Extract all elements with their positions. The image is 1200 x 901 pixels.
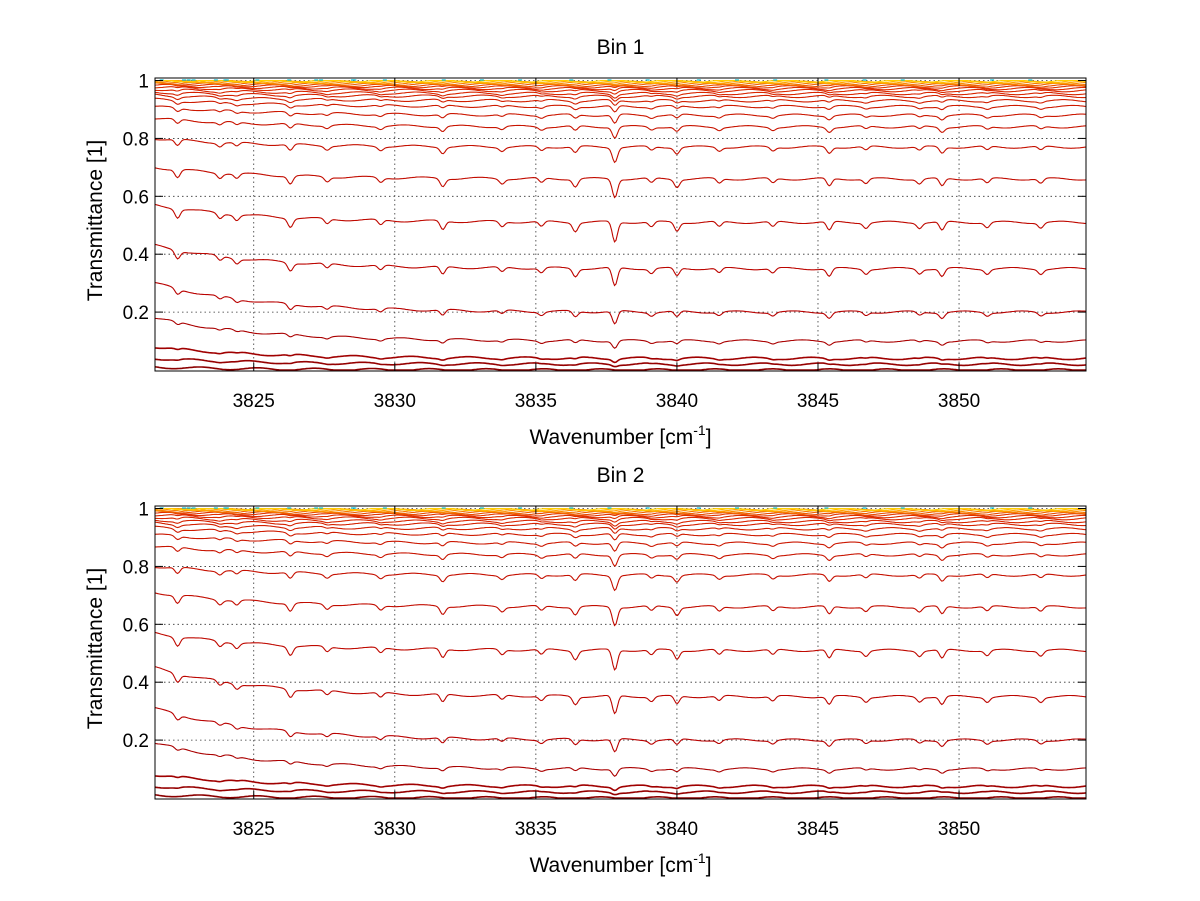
x-tick-label: 3835 (515, 819, 557, 840)
y-tick-label: 0.4 (123, 673, 150, 694)
axes-box (154, 505, 1087, 800)
x-tick-label: 3835 (515, 391, 557, 412)
series-line-10 (154, 533, 1086, 552)
y-axis-label: Transmittance [1] (84, 568, 107, 729)
x-axis-label-end: ] (706, 426, 712, 449)
series-line-2 (154, 775, 1087, 792)
series-line-8 (154, 138, 1087, 164)
x-axis-label: Wavenumber [cm-1] (529, 850, 711, 877)
series-line-3 (154, 317, 1087, 349)
series-line-13 (154, 91, 1087, 102)
y-axis-label: Transmittance [1] (84, 140, 107, 301)
x-axis-label-text: Wavenumber [cm (529, 854, 693, 877)
y-tick-label: 0.8 (123, 557, 149, 578)
series-line-24 (155, 507, 1087, 511)
series-line-24 (155, 79, 1087, 83)
series-line-6 (154, 631, 1086, 671)
x-tick-label: 3850 (938, 391, 980, 412)
series-line-14 (154, 88, 1087, 99)
axes-box (154, 77, 1087, 372)
y-tick-label: 0.8 (123, 129, 149, 150)
chart-panel-bin-1: 3825 3830 3835 3840 3845 3850 0.2 0.4 0.6 0.8 1 Bin… (84, 36, 1087, 449)
series-line-8 (154, 566, 1087, 592)
x-axis-label-end: ] (706, 854, 712, 877)
series-line-14 (154, 516, 1087, 527)
series-line-16 (154, 511, 1086, 520)
x-axis-label-superscript: -1 (693, 422, 706, 438)
x-axis-label: Wavenumber [cm-1] (529, 422, 711, 449)
x-tick-label: 3850 (938, 819, 980, 840)
series-line-7 (154, 592, 1087, 627)
series-line-12 (154, 93, 1087, 106)
series-line-0 (154, 366, 1086, 371)
y-tick-label: 0.6 (123, 187, 149, 208)
x-tick-label: 3825 (233, 819, 275, 840)
x-tick-label: 3840 (656, 391, 698, 412)
x-tick-label: 3845 (797, 391, 839, 412)
x-axis-label-text: Wavenumber [cm (529, 426, 693, 449)
series-line-10 (154, 105, 1086, 124)
series-line-2 (154, 347, 1087, 364)
series-line-15 (154, 514, 1087, 523)
y-tick-label: 0.4 (123, 245, 150, 266)
series-line-11 (154, 97, 1087, 113)
x-tick-label: 3830 (374, 819, 416, 840)
x-tick-label: 3845 (797, 819, 839, 840)
x-tick-label: 3830 (374, 391, 416, 412)
series-line-16 (154, 83, 1086, 92)
x-axis-label-superscript: -1 (693, 850, 706, 866)
chart-title: Bin 1 (597, 36, 645, 59)
y-tick-label: 1 (138, 72, 149, 93)
series-line-9 (155, 545, 1087, 567)
series-line-7 (154, 167, 1087, 199)
y-tick-label: 0.2 (123, 731, 149, 752)
series-line-0 (154, 794, 1086, 799)
series-line-4 (154, 707, 1087, 753)
y-tick-label: 0.6 (123, 615, 149, 636)
y-tick-label: 1 (138, 500, 149, 521)
series-line-15 (154, 86, 1087, 95)
series-line-9 (155, 117, 1087, 139)
x-tick-label: 3825 (233, 391, 275, 412)
series-line-5 (154, 243, 1087, 287)
series-line-5 (154, 666, 1087, 715)
chart-panel-bin-2: 3825 3830 3835 3840 3845 3850 0.2 0.4 0.6 0.8 1 Bin… (84, 464, 1087, 877)
y-tick-label: 0.2 (123, 303, 149, 324)
series-line-12 (154, 521, 1087, 534)
x-tick-label: 3840 (656, 819, 698, 840)
chart-title: Bin 2 (597, 464, 645, 487)
series-line-6 (154, 203, 1086, 243)
series-line-11 (154, 525, 1087, 541)
series-line-1 (154, 358, 1087, 368)
series-line-13 (154, 519, 1087, 530)
series-line-4 (154, 281, 1087, 325)
series-line-3 (154, 742, 1087, 777)
series-line-1 (154, 786, 1087, 796)
